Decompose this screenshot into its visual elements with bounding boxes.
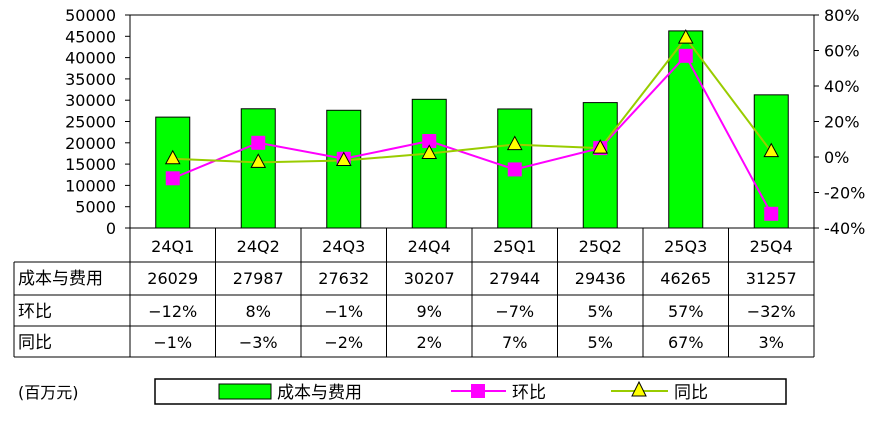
- line-point-square: [507, 162, 522, 177]
- line-point-triangle: [335, 151, 352, 167]
- table-cell: 27944: [489, 269, 540, 288]
- line-point-square: [764, 206, 779, 221]
- left-axis-tick-label: 40000: [65, 49, 116, 68]
- right-axis-tick-label: -20%: [824, 184, 865, 203]
- bar: [326, 109, 362, 229]
- legend-label: 环比: [512, 383, 546, 403]
- table-cell: 30207: [404, 269, 455, 288]
- table-cell: −32%: [747, 302, 796, 321]
- legend: 成本与费用 环比 同比: [154, 378, 787, 405]
- line-point-square: [165, 171, 180, 186]
- table-cell: 57%: [668, 302, 704, 321]
- legend-swatch-marker: [631, 380, 647, 397]
- right-axis-tick-label: 20%: [824, 113, 860, 132]
- table-row-label: 环比: [18, 302, 52, 322]
- line-point-square: [251, 135, 266, 150]
- category-label: 24Q1: [151, 237, 194, 256]
- series-line: [172, 36, 773, 164]
- line-point-triangle: [250, 153, 267, 168]
- left-axis-tick-label: 50000: [65, 6, 116, 25]
- legend-label: 成本与费用: [277, 383, 362, 403]
- category-label: 24Q3: [322, 237, 365, 256]
- table-cell: 9%: [417, 302, 442, 321]
- bar: [240, 108, 276, 229]
- table-cell: 7%: [502, 333, 527, 352]
- left-axis-tick-label: 0: [106, 219, 116, 238]
- right-axis-tick-label: 0%: [824, 148, 849, 167]
- bar-series: [155, 30, 789, 229]
- left-axis-tick-label: 35000: [65, 70, 116, 89]
- table-cell: −12%: [148, 302, 197, 321]
- table-cell: 8%: [246, 302, 271, 321]
- table-cell: 31257: [746, 269, 797, 288]
- line-series: [164, 29, 780, 221]
- line-point-triangle: [506, 135, 523, 151]
- category-label: 24Q4: [408, 237, 451, 256]
- table-cell: 2%: [417, 333, 442, 352]
- table-row-label: 同比: [18, 333, 52, 353]
- line-point-triangle: [592, 139, 609, 154]
- table-row-label: 成本与费用: [18, 269, 103, 289]
- left-axis-tick-label: 5000: [75, 198, 116, 217]
- legend-swatch-marker: [471, 384, 485, 398]
- left-axis-tick-label: 30000: [65, 91, 116, 110]
- right-axis-tick-label: 40%: [824, 77, 860, 96]
- left-axis-tick-label: 45000: [65, 27, 116, 46]
- table-cell: −2%: [324, 333, 363, 352]
- right-axis-tick-label: 80%: [824, 6, 860, 25]
- table-cell: 29436: [575, 269, 626, 288]
- data-table: 24Q1 24Q2 24Q3 24Q4 25Q1 25Q2 25Q3 25Q4 成本与费用 260…: [13, 228, 815, 358]
- line-point-triangle: [677, 29, 694, 44]
- table-cell: 5%: [588, 302, 613, 321]
- table-cell: 5%: [588, 333, 613, 352]
- table-cell: 67%: [668, 333, 704, 352]
- table-cell: −3%: [239, 333, 278, 352]
- legend-swatch-bar: [218, 383, 272, 400]
- left-axis-tick-label: 15000: [65, 155, 116, 174]
- plot-frame: [129, 14, 815, 229]
- bar: [411, 98, 447, 229]
- table-cell: −1%: [324, 302, 363, 321]
- left-axis-tick-label: 10000: [65, 176, 116, 195]
- right-axis-tick-label: -40%: [824, 219, 865, 238]
- category-label: 24Q2: [237, 237, 280, 256]
- category-label: 25Q2: [579, 237, 622, 256]
- category-label: 25Q1: [493, 237, 536, 256]
- left-axis-tick-label: 25000: [65, 113, 116, 132]
- category-label: 25Q3: [664, 237, 707, 256]
- table-cell: 46265: [660, 269, 711, 288]
- line-point-triangle: [164, 149, 181, 165]
- line-point-triangle: [421, 144, 438, 159]
- line-point-square: [678, 48, 693, 63]
- axes: 0 5000 10000 15000 20000 25000 30000 35000 40000…: [65, 6, 865, 238]
- bar: [582, 102, 618, 229]
- series-line: [172, 54, 773, 215]
- table-cell: 26029: [147, 269, 198, 288]
- category-label: 25Q4: [750, 237, 793, 256]
- table-cell: 3%: [759, 333, 784, 352]
- left-axis-tick-label: 20000: [65, 134, 116, 153]
- right-axis-tick-label: 60%: [824, 42, 860, 61]
- table-cell: 27632: [318, 269, 369, 288]
- table-cell: 27987: [233, 269, 284, 288]
- line-point-triangle: [763, 142, 780, 158]
- unit-note: (百万元): [18, 383, 79, 402]
- table-cell: −7%: [495, 302, 534, 321]
- table-cell: −1%: [153, 333, 192, 352]
- bar: [753, 94, 789, 229]
- legend-label: 同比: [674, 383, 708, 403]
